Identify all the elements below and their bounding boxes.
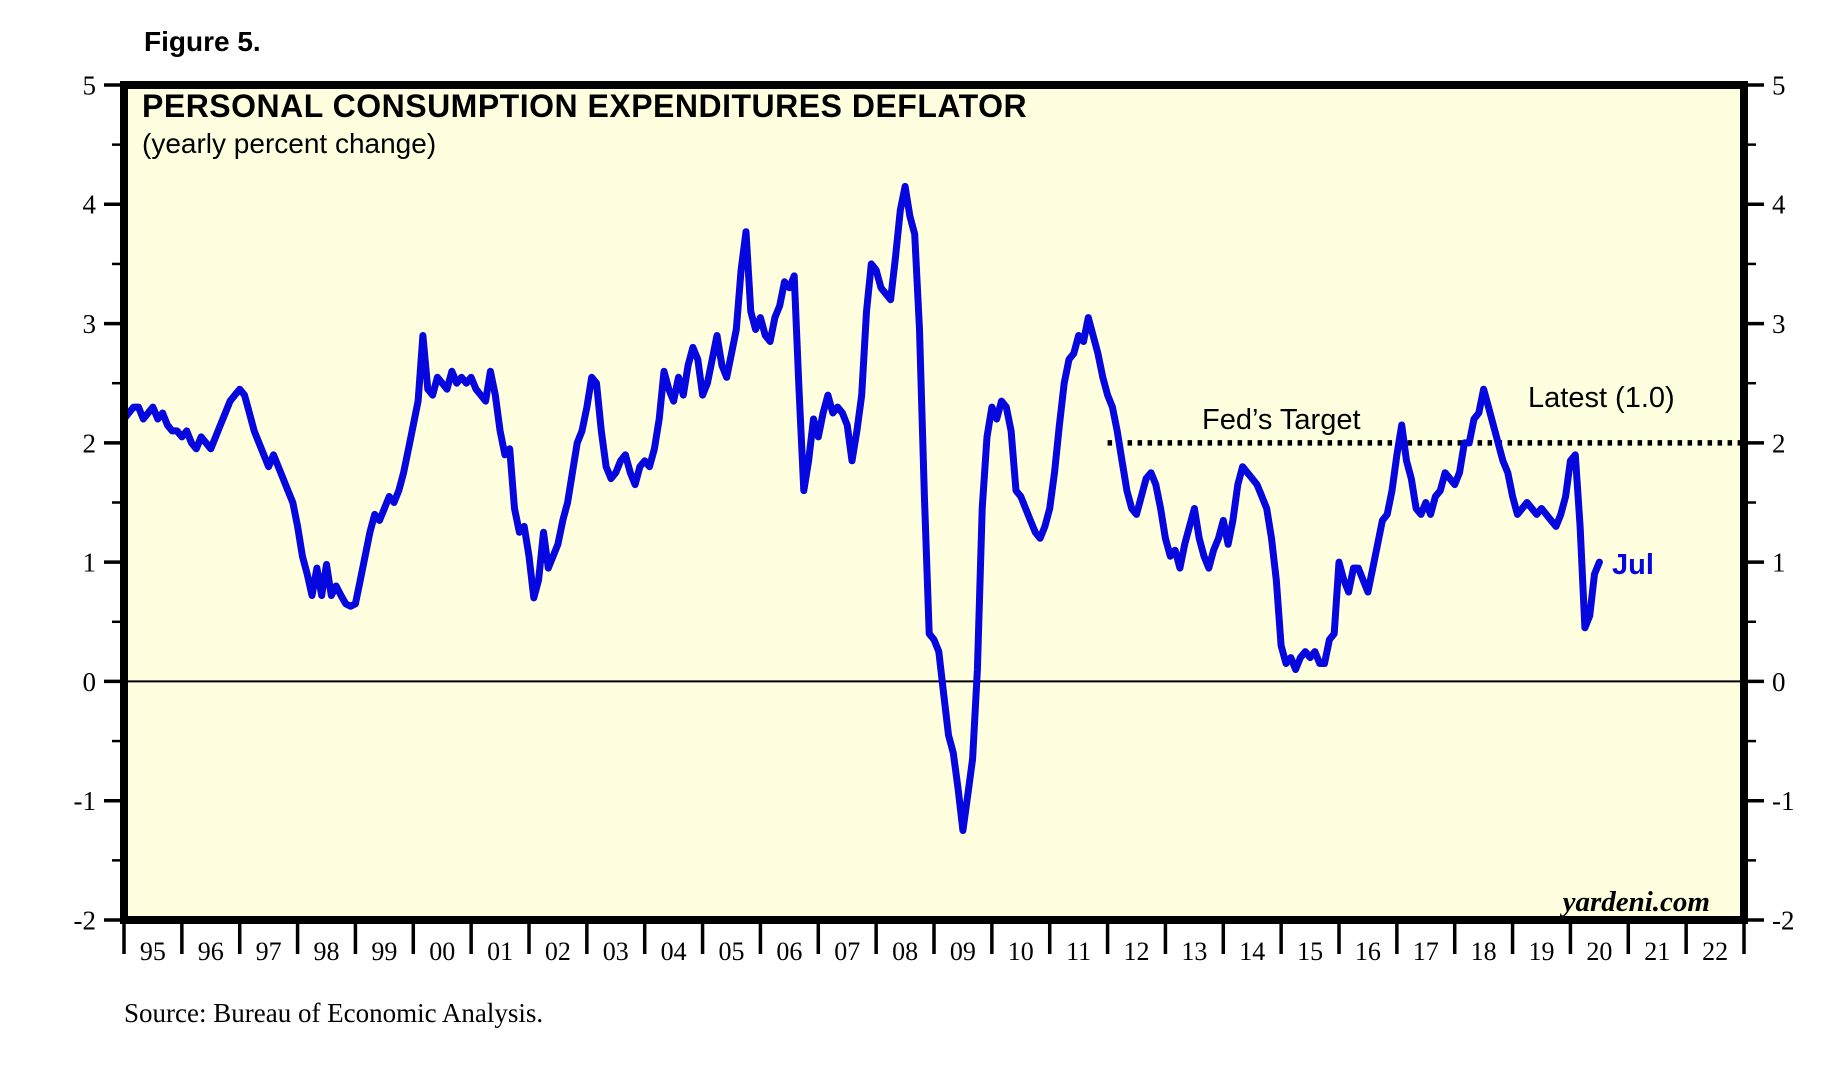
x-axis-label: 13 (1181, 937, 1207, 966)
y-axis-label-right: 3 (1772, 309, 1786, 339)
y-axis-label-right: -1 (1772, 786, 1795, 816)
x-axis-label: 04 (661, 937, 687, 966)
x-axis-label: 02 (545, 937, 571, 966)
y-axis-label-left: 4 (83, 190, 97, 220)
x-axis-label: 01 (487, 937, 513, 966)
watermark: yardeni.com (1562, 886, 1710, 918)
y-axis-label-right: 2 (1772, 428, 1786, 458)
source-note: Source: Bureau of Economic Analysis. (124, 998, 544, 1028)
x-axis-label: 10 (1008, 937, 1034, 966)
y-axis-label-left: -2 (74, 905, 97, 935)
y-axis-label-right: 4 (1772, 190, 1786, 220)
chart-title: PERSONAL CONSUMPTION EXPENDITURES DEFLAT… (142, 88, 1028, 124)
x-axis-label: 09 (950, 937, 976, 966)
last-point-label: Jul (1612, 549, 1654, 581)
y-axis-label-left: 0 (83, 667, 97, 697)
x-axis-label: 03 (603, 937, 629, 966)
x-axis-label: 20 (1586, 937, 1612, 966)
y-axis-label-left: 5 (83, 70, 97, 100)
figure-label: Figure 5. (144, 26, 261, 57)
x-axis-label: 00 (429, 937, 455, 966)
x-axis-label: 12 (1124, 937, 1150, 966)
x-axis-label: 15 (1297, 937, 1323, 966)
x-axis-label: 16 (1355, 937, 1381, 966)
y-axis-label-right: 5 (1772, 70, 1786, 100)
plot-background (124, 85, 1744, 920)
x-axis-label: 11 (1066, 937, 1091, 966)
x-axis-label: 97 (256, 937, 282, 966)
latest-label: Latest (1.0) (1528, 382, 1675, 414)
plot-border (120, 81, 1748, 924)
x-axis-label: 22 (1702, 937, 1728, 966)
y-axis-label-left: 3 (83, 309, 97, 339)
y-axis-label-left: 2 (83, 428, 97, 458)
x-axis-label: 07 (834, 937, 860, 966)
pce-line (120, 182, 1603, 834)
y-axis-label-right: 0 (1772, 667, 1786, 697)
x-axis-label: 99 (371, 937, 397, 966)
y-axis-label-right: 1 (1772, 548, 1786, 578)
fed-target-label: Fed’s Target (1202, 404, 1361, 436)
x-axis-label: 14 (1239, 937, 1265, 966)
x-axis-label: 17 (1413, 937, 1439, 966)
x-axis-label: 96 (198, 937, 224, 966)
x-axis-label: 19 (1529, 937, 1555, 966)
y-axis-label-left: 1 (83, 548, 97, 578)
x-axis-label: 95 (140, 937, 166, 966)
x-axis-label: 05 (719, 937, 745, 966)
x-axis-label: 08 (892, 937, 918, 966)
y-axis-label-left: -1 (74, 786, 97, 816)
x-axis-label: 18 (1471, 937, 1497, 966)
chart-subtitle: (yearly percent change) (142, 128, 437, 159)
x-axis-label: 21 (1644, 937, 1670, 966)
x-axis-label: 06 (776, 937, 802, 966)
x-axis-label: 98 (314, 937, 340, 966)
y-axis-label-right: -2 (1772, 905, 1795, 935)
